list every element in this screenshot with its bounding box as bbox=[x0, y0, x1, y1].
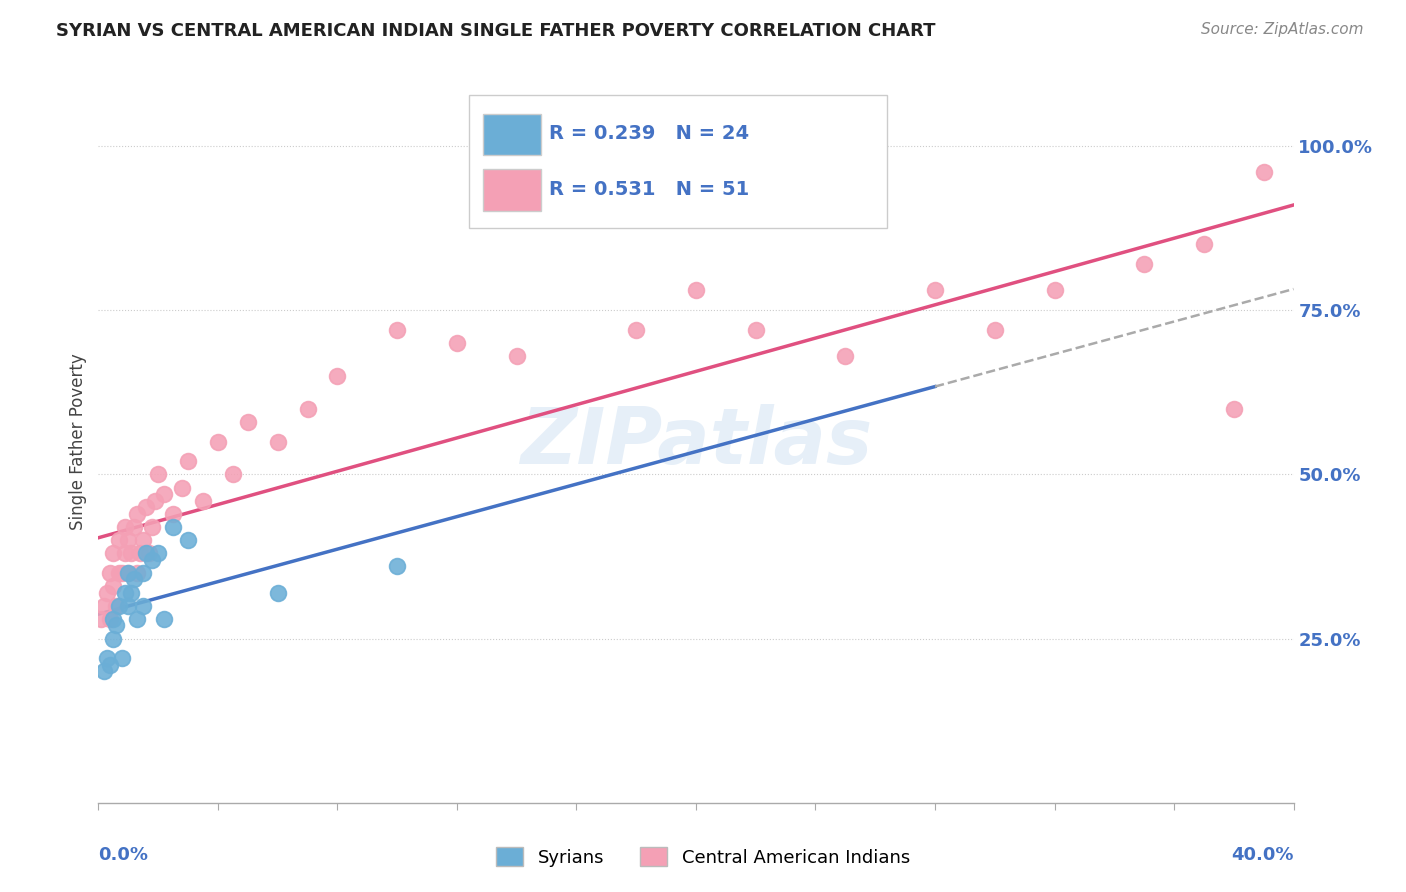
Point bbox=[177, 454, 200, 468]
Point bbox=[132, 566, 155, 580]
Point bbox=[108, 533, 131, 547]
Point bbox=[98, 612, 122, 626]
Point bbox=[162, 520, 184, 534]
Point bbox=[143, 493, 166, 508]
Text: Source: ZipAtlas.com: Source: ZipAtlas.com bbox=[1201, 22, 1364, 37]
Text: 0.0%: 0.0% bbox=[98, 847, 149, 864]
Point bbox=[924, 284, 946, 298]
Point bbox=[96, 585, 118, 599]
Point bbox=[141, 553, 163, 567]
Point bbox=[117, 599, 139, 613]
Y-axis label: Single Father Poverty: Single Father Poverty bbox=[69, 353, 87, 530]
Point bbox=[124, 573, 146, 587]
Point bbox=[138, 546, 160, 560]
Point bbox=[90, 612, 112, 626]
Point bbox=[141, 520, 163, 534]
Point bbox=[98, 657, 122, 672]
Point bbox=[745, 323, 768, 337]
Point bbox=[1043, 284, 1066, 298]
Point bbox=[222, 467, 245, 482]
Legend: Syrians, Central American Indians: Syrians, Central American Indians bbox=[489, 840, 917, 874]
Point bbox=[135, 500, 157, 515]
Point bbox=[132, 533, 155, 547]
Point bbox=[626, 323, 648, 337]
Point bbox=[984, 323, 1007, 337]
Text: ZIPatlas: ZIPatlas bbox=[520, 403, 872, 480]
Text: SYRIAN VS CENTRAL AMERICAN INDIAN SINGLE FATHER POVERTY CORRELATION CHART: SYRIAN VS CENTRAL AMERICAN INDIAN SINGLE… bbox=[56, 22, 936, 40]
Point bbox=[127, 566, 149, 580]
Point bbox=[96, 651, 118, 665]
Point bbox=[153, 487, 176, 501]
Point bbox=[124, 520, 146, 534]
Point bbox=[93, 665, 115, 679]
Point bbox=[111, 651, 134, 665]
Point bbox=[148, 467, 170, 482]
Point bbox=[207, 434, 229, 449]
Point bbox=[98, 566, 122, 580]
Point bbox=[177, 533, 200, 547]
Point bbox=[297, 401, 319, 416]
Point bbox=[135, 546, 157, 560]
Point bbox=[446, 336, 468, 351]
Text: R = 0.531   N = 51: R = 0.531 N = 51 bbox=[548, 180, 749, 199]
Point bbox=[93, 599, 115, 613]
Point bbox=[105, 618, 128, 632]
Point bbox=[127, 507, 149, 521]
Point bbox=[162, 507, 184, 521]
Point bbox=[103, 546, 125, 560]
Point bbox=[1223, 401, 1246, 416]
FancyBboxPatch shape bbox=[484, 169, 541, 211]
Point bbox=[120, 546, 142, 560]
Point bbox=[685, 284, 707, 298]
Point bbox=[117, 566, 139, 580]
Point bbox=[834, 349, 856, 363]
Point bbox=[103, 579, 125, 593]
Point bbox=[132, 599, 155, 613]
Point bbox=[1192, 237, 1215, 252]
Point bbox=[148, 546, 170, 560]
Point bbox=[120, 585, 142, 599]
Point bbox=[191, 493, 214, 508]
Point bbox=[108, 599, 131, 613]
Point bbox=[108, 566, 131, 580]
Point bbox=[172, 481, 194, 495]
Point bbox=[267, 585, 290, 599]
Point bbox=[385, 323, 409, 337]
Point bbox=[103, 612, 125, 626]
Point bbox=[103, 632, 125, 646]
Point bbox=[236, 415, 259, 429]
Point bbox=[153, 612, 176, 626]
Point bbox=[111, 566, 134, 580]
Point bbox=[385, 559, 409, 574]
Point bbox=[114, 546, 136, 560]
Point bbox=[326, 368, 349, 383]
Point bbox=[117, 533, 139, 547]
FancyBboxPatch shape bbox=[470, 95, 887, 228]
Point bbox=[114, 520, 136, 534]
Text: R = 0.239   N = 24: R = 0.239 N = 24 bbox=[548, 124, 749, 144]
Point bbox=[1133, 257, 1156, 271]
Point bbox=[267, 434, 290, 449]
Point bbox=[1253, 165, 1275, 179]
Point bbox=[105, 599, 128, 613]
Point bbox=[114, 585, 136, 599]
Point bbox=[129, 546, 152, 560]
Point bbox=[506, 349, 529, 363]
Text: 40.0%: 40.0% bbox=[1232, 847, 1294, 864]
Point bbox=[127, 612, 149, 626]
FancyBboxPatch shape bbox=[484, 113, 541, 155]
Point bbox=[117, 566, 139, 580]
